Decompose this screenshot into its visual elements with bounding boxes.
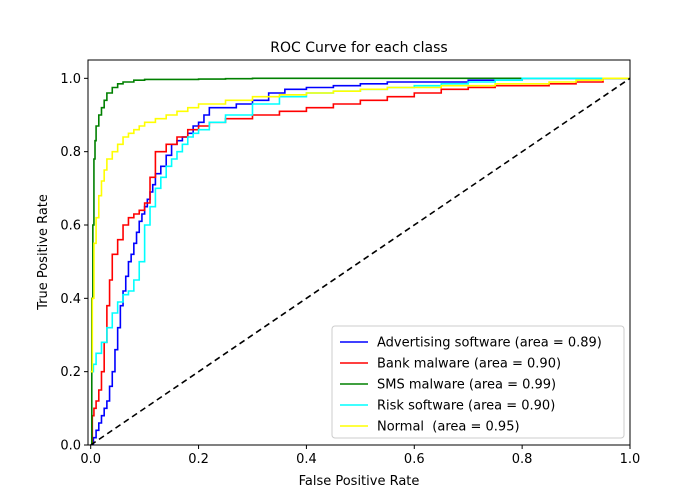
y-tick-label: 0.4 [60,292,81,307]
x-tick-label: 0.8 [512,452,533,467]
legend-label: SMS malware (area = 0.99) [377,378,556,393]
y-axis-label: True Positive Rate [36,194,51,311]
chart-title: ROC Curve for each class [270,40,447,56]
legend-label: Bank malware (area = 0.90) [377,357,561,372]
x-axis-label: False Positive Rate [299,474,420,489]
y-axis-ticks: 0.0 0.2 0.4 0.6 0.8 1.0 [60,72,88,454]
legend-label: Advertising software (area = 0.89) [377,336,602,351]
normal-curve [90,77,630,373]
x-tick-label: 0.6 [404,452,425,467]
sms-malware-curve [90,77,630,445]
risk-software-curve [90,77,630,373]
x-tick-label: 1.0 [620,452,641,467]
x-tick-label: 0.0 [80,452,101,467]
roc-curves [90,77,630,445]
y-tick-label: 0.8 [60,145,81,160]
plot-frame [87,59,631,446]
x-axis-ticks: 0.0 0.2 0.4 0.6 0.8 1.0 [80,445,640,467]
y-tick-label: 1.0 [60,72,81,87]
x-tick-label: 0.2 [188,452,209,467]
legend-label: Risk software (area = 0.90) [377,399,555,414]
y-tick-label: 0.0 [60,439,81,454]
y-tick-label: 0.2 [60,365,81,380]
legend: Advertising software (area = 0.89) Bank m… [331,325,625,439]
y-tick-label: 0.6 [60,219,81,234]
legend-box [331,325,625,439]
x-tick-label: 0.4 [296,452,317,467]
legend-label: Normal (area = 0.95) [377,420,520,435]
chance-diagonal-line [90,77,630,445]
